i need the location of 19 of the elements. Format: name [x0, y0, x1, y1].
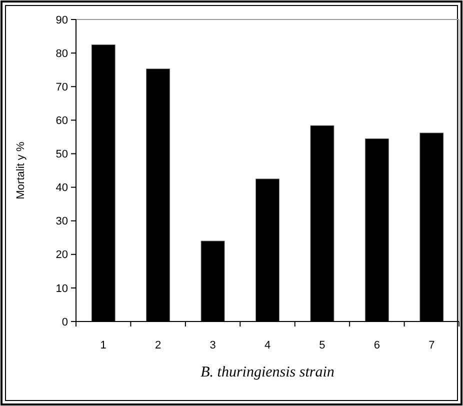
y-tick-label: 30 [56, 216, 68, 228]
y-tick-label: 20 [56, 249, 68, 262]
x-tick-label: 6 [374, 340, 380, 352]
y-tick-label: 50 [56, 148, 68, 161]
y-tick-label: 0 [62, 316, 68, 328]
y-tick-label: 70 [56, 81, 68, 94]
y-tick-label: 90 [56, 14, 68, 26]
x-tick-label: 1 [100, 340, 106, 352]
x-tick-label: 2 [155, 340, 162, 352]
x-axis-title: B. thuringiensis strain [200, 364, 334, 380]
y-tick-label: 60 [56, 115, 68, 128]
y-tick-label: 80 [56, 48, 68, 60]
y-axis-title: Mortalit y % [15, 142, 27, 200]
x-tick-label: 4 [264, 340, 271, 352]
y-tick-label: 40 [56, 182, 68, 194]
y-tick-label: 10 [56, 282, 68, 295]
x-tick-label: 5 [319, 340, 326, 352]
x-tick-label: 7 [428, 340, 435, 352]
x-tick-label: 3 [210, 340, 216, 352]
